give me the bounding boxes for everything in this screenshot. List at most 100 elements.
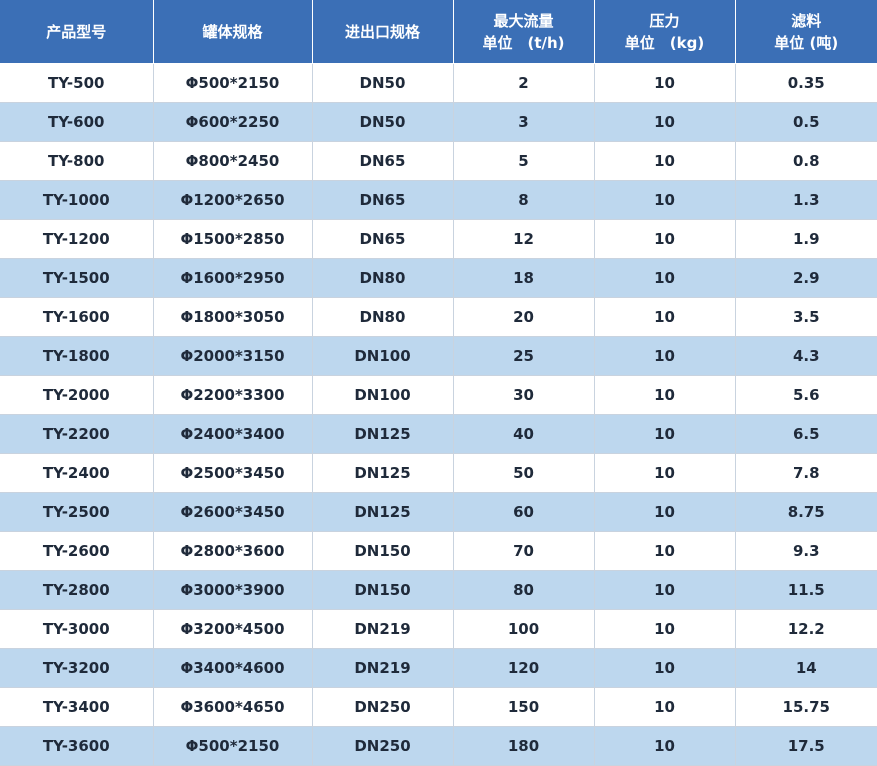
table-row: TY-1200 Φ1500*2850 DN65 12 10 1.9 — [0, 219, 877, 259]
header-row: 产品型号 罐体规格 进出口规格 最大流量 单位 (t/h) 压力 单位 (kg) 滤… — [0, 0, 877, 64]
cell-filter-media: 7.8 — [735, 453, 877, 493]
cell-filter-media: 11.5 — [735, 570, 877, 610]
cell-filter-media: 1.9 — [735, 219, 877, 259]
cell-tank-spec: Φ2200*3300 — [153, 375, 313, 415]
cell-tank-spec: Φ1200*2650 — [153, 180, 313, 220]
cell-tank-spec: Φ2600*3450 — [153, 492, 313, 532]
cell-filter-media: 14 — [735, 648, 877, 688]
cell-pressure: 10 — [594, 531, 736, 571]
cell-pressure: 10 — [594, 180, 736, 220]
cell-tank-spec: Φ1600*2950 — [153, 258, 313, 298]
cell-inlet-outlet: DN250 — [312, 726, 454, 766]
table-row: TY-3600 Φ500*2150 DN250 180 10 17.5 — [0, 726, 877, 766]
cell-model: TY-1800 — [0, 336, 154, 376]
cell-filter-media: 12.2 — [735, 609, 877, 649]
cell-inlet-outlet: DN100 — [312, 336, 454, 376]
cell-model: TY-3200 — [0, 648, 154, 688]
cell-tank-spec: Φ1500*2850 — [153, 219, 313, 259]
table-row: TY-500 Φ500*2150 DN50 2 10 0.35 — [0, 63, 877, 103]
cell-model: TY-1200 — [0, 219, 154, 259]
cell-model: TY-600 — [0, 102, 154, 142]
cell-pressure: 10 — [594, 453, 736, 493]
cell-filter-media: 6.5 — [735, 414, 877, 454]
cell-filter-media: 0.5 — [735, 102, 877, 142]
table-row: TY-600 Φ600*2250 DN50 3 10 0.5 — [0, 102, 877, 142]
cell-pressure: 10 — [594, 570, 736, 610]
cell-model: TY-2200 — [0, 414, 154, 454]
cell-max-flow: 40 — [453, 414, 595, 454]
cell-filter-media: 9.3 — [735, 531, 877, 571]
cell-model: TY-2800 — [0, 570, 154, 610]
cell-filter-media: 8.75 — [735, 492, 877, 532]
cell-max-flow: 50 — [453, 453, 595, 493]
cell-model: TY-2500 — [0, 492, 154, 532]
table-row: TY-3000 Φ3200*4500 DN219 100 10 12.2 — [0, 609, 877, 649]
cell-pressure: 10 — [594, 219, 736, 259]
cell-max-flow: 5 — [453, 141, 595, 181]
cell-max-flow: 30 — [453, 375, 595, 415]
header-pressure-label: 压力 — [649, 11, 680, 30]
cell-filter-media: 15.75 — [735, 687, 877, 727]
header-pressure: 压力单位 (kg) — [594, 0, 736, 64]
cell-pressure: 10 — [594, 375, 736, 415]
cell-inlet-outlet: DN100 — [312, 375, 454, 415]
cell-pressure: 10 — [594, 687, 736, 727]
cell-tank-spec: Φ2500*3450 — [153, 453, 313, 493]
header-max-flow-unit: 单位 (t/h) — [482, 33, 565, 52]
table-row: TY-1500 Φ1600*2950 DN80 18 10 2.9 — [0, 258, 877, 298]
header-max-flow: 最大流量 单位 (t/h) — [453, 0, 595, 64]
cell-tank-spec: Φ500*2150 — [153, 63, 313, 103]
cell-inlet-outlet: DN125 — [312, 414, 454, 454]
cell-inlet-outlet: DN125 — [312, 492, 454, 532]
table-body: TY-500 Φ500*2150 DN50 2 10 0.35 TY-600 Φ600*225… — [0, 63, 877, 766]
cell-tank-spec: Φ600*2250 — [153, 102, 313, 142]
cell-model: TY-3600 — [0, 726, 154, 766]
cell-max-flow: 8 — [453, 180, 595, 220]
cell-tank-spec: Φ2800*3600 — [153, 531, 313, 571]
cell-tank-spec: Φ3400*4600 — [153, 648, 313, 688]
cell-pressure: 10 — [594, 141, 736, 181]
header-filter-media-unit: 单位 (吨) — [774, 33, 839, 52]
cell-model: TY-500 — [0, 63, 154, 103]
cell-inlet-outlet: DN50 — [312, 63, 454, 103]
table-row: TY-3200 Φ3400*4600 DN219 120 10 14 — [0, 648, 877, 688]
cell-tank-spec: Φ800*2450 — [153, 141, 313, 181]
cell-filter-media: 4.3 — [735, 336, 877, 376]
cell-max-flow: 3 — [453, 102, 595, 142]
table-header: 产品型号 罐体规格 进出口规格 最大流量 单位 (t/h) 压力 单位 (kg) 滤… — [0, 0, 877, 64]
cell-model: TY-1500 — [0, 258, 154, 298]
cell-model: TY-3000 — [0, 609, 154, 649]
cell-pressure: 10 — [594, 726, 736, 766]
cell-tank-spec: Φ500*2150 — [153, 726, 313, 766]
cell-inlet-outlet: DN250 — [312, 687, 454, 727]
cell-pressure: 10 — [594, 492, 736, 532]
cell-tank-spec: Φ2000*3150 — [153, 336, 313, 376]
cell-model: TY-800 — [0, 141, 154, 181]
cell-model: TY-2000 — [0, 375, 154, 415]
cell-max-flow: 18 — [453, 258, 595, 298]
cell-max-flow: 70 — [453, 531, 595, 571]
cell-inlet-outlet: DN65 — [312, 219, 454, 259]
header-tank-spec: 罐体规格 — [153, 0, 313, 64]
cell-model: TY-2400 — [0, 453, 154, 493]
cell-max-flow: 2 — [453, 63, 595, 103]
table-row: TY-2800 Φ3000*3900 DN150 80 10 11.5 — [0, 570, 877, 610]
table-row: TY-1000 Φ1200*2650 DN65 8 10 1.3 — [0, 180, 877, 220]
cell-inlet-outlet: DN50 — [312, 102, 454, 142]
cell-inlet-outlet: DN150 — [312, 570, 454, 610]
table-row: TY-2000 Φ2200*3300 DN100 30 10 5.6 — [0, 375, 877, 415]
cell-model: TY-3400 — [0, 687, 154, 727]
cell-inlet-outlet: DN65 — [312, 141, 454, 181]
table-row: TY-2200 Φ2400*3400 DN125 40 10 6.5 — [0, 414, 877, 454]
cell-inlet-outlet: DN150 — [312, 531, 454, 571]
cell-filter-media: 17.5 — [735, 726, 877, 766]
cell-inlet-outlet: DN65 — [312, 180, 454, 220]
cell-filter-media: 1.3 — [735, 180, 877, 220]
table-row: TY-800 Φ800*2450 DN65 5 10 0.8 — [0, 141, 877, 181]
cell-pressure: 10 — [594, 258, 736, 298]
table-row: TY-1800 Φ2000*3150 DN100 25 10 4.3 — [0, 336, 877, 376]
header-pressure-unit: 单位 (kg) — [624, 33, 705, 52]
cell-max-flow: 12 — [453, 219, 595, 259]
cell-inlet-outlet: DN80 — [312, 258, 454, 298]
